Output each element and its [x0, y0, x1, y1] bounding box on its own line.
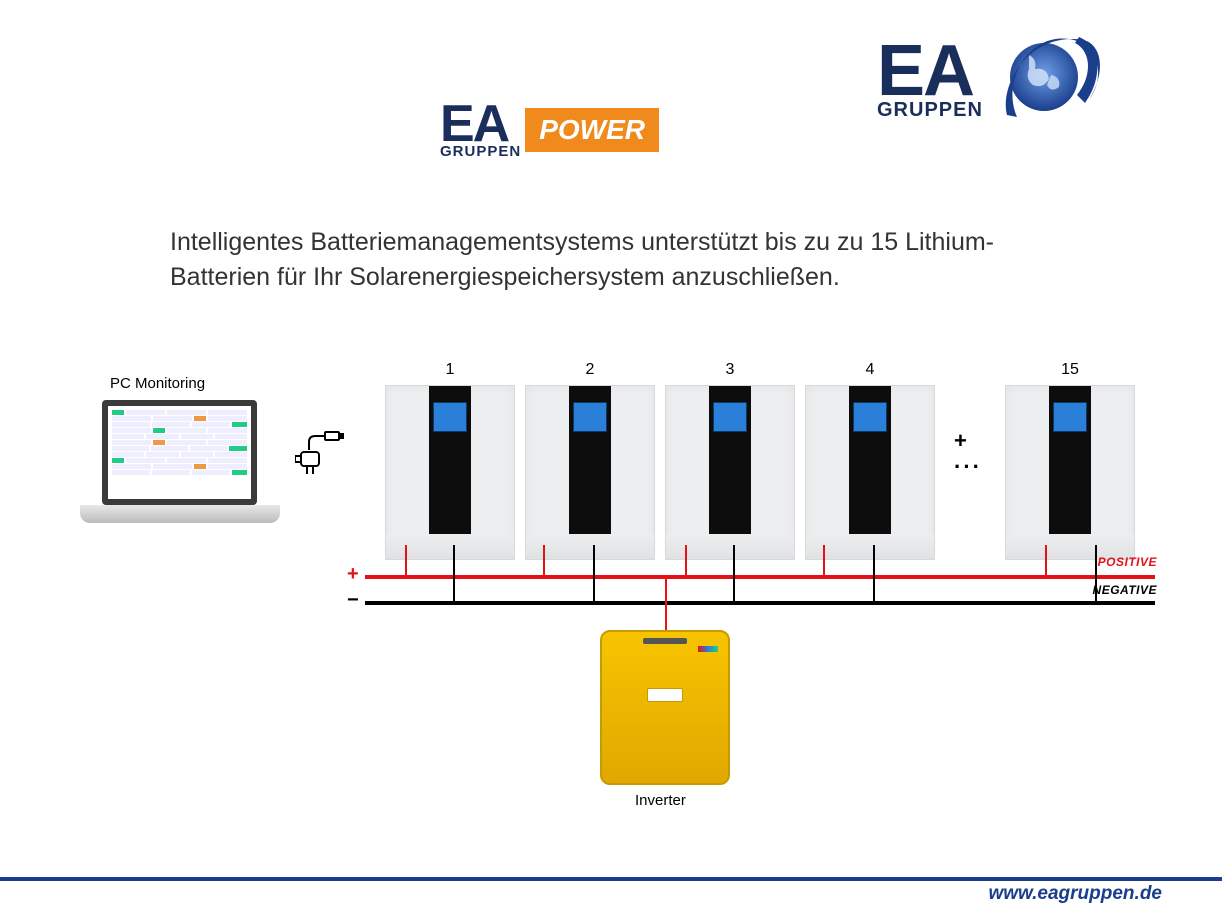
battery-2: 2: [520, 361, 660, 560]
battery-number: 1: [446, 361, 455, 379]
bus-bars: + − POSITIVE NEGATIVE: [365, 555, 1155, 635]
battery-number: 3: [726, 361, 735, 379]
footer-divider: [0, 877, 1222, 881]
ea-text: EA: [440, 102, 508, 146]
footer-url: www.eagruppen.de: [989, 883, 1163, 905]
negative-sign: −: [347, 589, 359, 612]
drop-wire-positive: [823, 545, 825, 575]
gruppen-text: GRUPPEN: [440, 146, 521, 159]
negative-label: NEGATIVE: [1093, 583, 1157, 597]
battery-15: 15: [1000, 361, 1140, 560]
drop-wire-negative: [733, 545, 735, 601]
gruppen-text-tr: GRUPPEN: [877, 102, 983, 119]
pc-monitoring-label: PC Monitoring: [110, 375, 205, 392]
battery-4: 4: [800, 361, 940, 560]
drop-wire-positive: [405, 545, 407, 575]
battery-row: 1 2 3 4 + ··· 15: [380, 350, 1140, 560]
battery-3: 3: [660, 361, 800, 560]
drop-wire-negative: [1095, 545, 1097, 601]
drop-wire-positive: [1045, 545, 1047, 575]
negative-bus: [365, 601, 1155, 605]
logo-ea-gruppen-globe: EA GRUPPEN: [877, 20, 1167, 140]
system-diagram: PC Monitoring: [80, 350, 1140, 810]
battery-number: 2: [586, 361, 595, 379]
battery-number: 4: [866, 361, 875, 379]
drop-wire-negative: [453, 545, 455, 601]
positive-label: POSITIVE: [1098, 555, 1157, 569]
globe-swoosh-icon: [989, 25, 1109, 135]
drop-wire-positive: [543, 545, 545, 575]
laptop-icon: [80, 400, 280, 530]
plus-dots-label: + ···: [954, 428, 986, 480]
battery-1: 1: [380, 361, 520, 560]
ea-text-tr: EA: [877, 41, 973, 102]
positive-bus: [365, 575, 1155, 579]
positive-sign: +: [347, 563, 359, 586]
inverter-icon: [600, 630, 730, 785]
inverter-label: Inverter: [635, 792, 686, 809]
drop-wire-negative: [873, 545, 875, 601]
inverter-feed-wire: [665, 575, 667, 633]
drop-wire-positive: [685, 545, 687, 575]
power-badge: POWER: [525, 108, 659, 152]
ea-gruppen-block-tr: EA GRUPPEN: [877, 41, 983, 119]
logo-ea-power: EA GRUPPEN POWER: [440, 90, 740, 170]
usb-cable-icon: [295, 428, 345, 478]
battery-number: 15: [1061, 361, 1079, 379]
drop-wire-negative: [593, 545, 595, 601]
heading-text: Intelligentes Batteriemanagementsystems …: [170, 225, 1050, 295]
ea-gruppen-block: EA GRUPPEN: [440, 102, 521, 159]
